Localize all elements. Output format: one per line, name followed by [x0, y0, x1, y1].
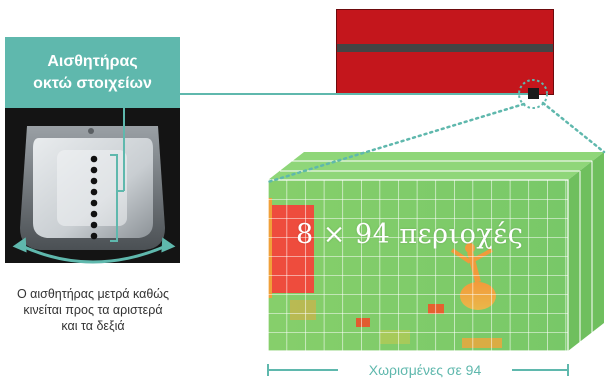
sensor-dot [90, 166, 98, 174]
block-top-grid [280, 160, 592, 172]
projection-line-left [266, 102, 526, 184]
sweep-arrow [21, 244, 167, 264]
caption-line3: και τα δεξιά [61, 319, 125, 333]
sensor-caption: Ο αισθητήρας μετρά καθώς κινείται προς τ… [0, 286, 186, 334]
caption-line2: κινείται προς τα αριστερά [23, 303, 163, 317]
sensor-dot [90, 155, 98, 163]
block-right-face [568, 152, 604, 351]
sensor-dot [90, 199, 98, 207]
device-sensor [528, 88, 539, 99]
sensor-callout-circle [518, 79, 548, 109]
arrow-head-right-icon [161, 237, 176, 253]
block-top-face [268, 152, 604, 180]
block-front-grid [268, 180, 568, 351]
sensor-bracket [110, 154, 118, 242]
division-label: Χωρισμένες σε 94 [340, 362, 510, 378]
sensor-dot [90, 188, 98, 196]
sensor-element-dots [90, 155, 98, 240]
sensor-dot [90, 232, 98, 240]
sensor-label-line2: οκτώ στοιχείων [33, 74, 152, 92]
block-right-grid [579, 161, 593, 342]
air-conditioner-unit [336, 9, 554, 95]
caption-line1: Ο αισθητήρας μετρά καθώς [16, 287, 170, 301]
sensor-dot [90, 177, 98, 185]
sensor-dot [90, 221, 98, 229]
sensor-dot [90, 210, 98, 218]
device-stripe [337, 44, 553, 52]
sensor-label-line1: Αισθητήρας [47, 52, 138, 70]
block-label: 8 × 94 περιοχές [296, 219, 524, 250]
projection-line-right [541, 101, 606, 154]
arrow-head-left-icon [12, 237, 27, 253]
sensor-label-box: Αισθητήρας οκτώ στοιχείων [5, 37, 180, 108]
